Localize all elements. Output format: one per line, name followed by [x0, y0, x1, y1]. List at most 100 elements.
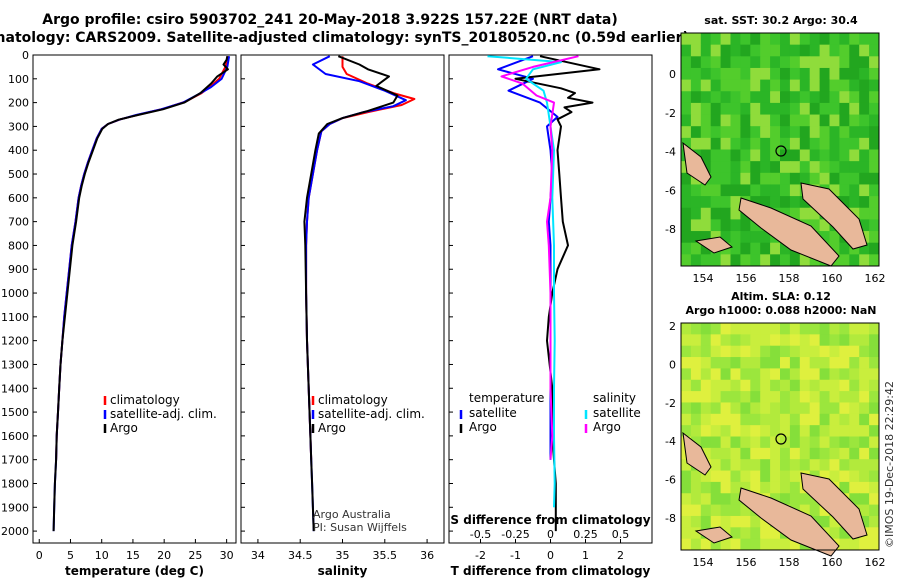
map-cell [780, 357, 791, 369]
map-cell [849, 493, 860, 506]
map-cell [730, 114, 741, 127]
map-cell [859, 357, 870, 369]
map-cell [819, 436, 830, 449]
y-tick-label: 1600 [1, 430, 29, 443]
map-cell [799, 436, 811, 449]
map-cell [819, 231, 830, 244]
map-cell [690, 504, 702, 517]
map-cell [730, 538, 741, 551]
map-cell [799, 254, 811, 267]
map-cell [740, 538, 751, 551]
map-cell [710, 368, 722, 381]
map-cell [849, 459, 860, 472]
map-cell [789, 379, 801, 392]
map-cell [869, 219, 880, 232]
map-cell [819, 219, 830, 232]
map-cell [839, 91, 850, 104]
map-cell [730, 56, 741, 69]
map-cell [681, 91, 692, 104]
map-cell [750, 368, 761, 381]
map-cell [710, 67, 722, 81]
map-cell [770, 56, 781, 69]
map-cell [690, 527, 702, 540]
map-cell [740, 33, 751, 46]
map-cell [819, 379, 830, 392]
map-cell [710, 345, 722, 358]
map-cell [700, 334, 712, 347]
map-cell [710, 207, 722, 220]
map-cell [829, 391, 840, 403]
map-cell [869, 334, 880, 347]
map-cell [750, 67, 761, 81]
map-cell [750, 334, 761, 347]
map-cell [829, 126, 840, 139]
map-cell [849, 114, 860, 127]
map-cell [681, 102, 692, 116]
map-cell [740, 425, 751, 437]
difference-profile-panel: -2 -1 0 1 2 T difference from climatology S di… [448, 54, 653, 578]
map-cell [809, 254, 821, 267]
map-cell [859, 254, 870, 267]
x-tick-label: 20 [157, 549, 171, 562]
map-cell [681, 379, 692, 392]
map-cell [681, 196, 692, 209]
map-cell [740, 459, 751, 472]
map-cell [839, 334, 850, 347]
map-cell [839, 413, 850, 426]
map-cell [780, 334, 791, 347]
map-cell [730, 91, 741, 104]
map-cell [829, 91, 840, 104]
map-cell [730, 44, 741, 57]
map-cell [799, 402, 811, 415]
x-tick-label: 2 [617, 549, 624, 562]
map-cell [720, 345, 731, 358]
map-cell [760, 323, 771, 335]
map-cell [809, 334, 821, 347]
map-cell [700, 56, 712, 69]
map-cell [760, 368, 771, 381]
map-cell [681, 219, 692, 232]
map-cell [710, 470, 722, 483]
map-cell [829, 402, 840, 415]
map-cell [819, 504, 830, 517]
map-cell [839, 379, 850, 392]
y-tick-label: 1800 [1, 477, 29, 490]
map-cell [740, 219, 751, 232]
map-cell [720, 219, 731, 232]
top-tick-label: 0.25 [573, 528, 598, 541]
map-cell [730, 447, 741, 460]
map-cell [869, 149, 880, 162]
map-cell [780, 379, 791, 392]
map-cell [700, 345, 712, 358]
map-cell [809, 436, 821, 449]
map-cell [690, 425, 702, 437]
map-cell [839, 425, 850, 437]
map-cell [869, 102, 880, 116]
map-cell [780, 126, 791, 139]
map-cell [760, 126, 771, 139]
map-cell [700, 470, 712, 483]
x-tick-label: 34.5 [288, 549, 313, 562]
map-cell [760, 254, 771, 267]
map-cell [789, 161, 801, 174]
map-cell [770, 413, 781, 426]
map-cell [760, 172, 771, 185]
map-cell [799, 149, 811, 162]
y-tick-label: 700 [8, 216, 29, 229]
map-cell [799, 447, 811, 460]
map-cell [770, 184, 781, 197]
map-cell [700, 379, 712, 392]
map-cell [730, 219, 741, 232]
map-cell [760, 56, 771, 69]
map-cell [690, 493, 702, 506]
map-x-tick-label: 154 [693, 556, 714, 569]
map-cell [839, 368, 850, 381]
map-cell [859, 504, 870, 517]
map-cell [869, 436, 880, 449]
map-cell [700, 114, 712, 127]
x-tick-label: 25 [188, 549, 202, 562]
map-cell [869, 493, 880, 506]
map-cell [789, 149, 801, 162]
legend-label: satellite-adj. clim. [318, 407, 425, 421]
map-cell [700, 357, 712, 369]
